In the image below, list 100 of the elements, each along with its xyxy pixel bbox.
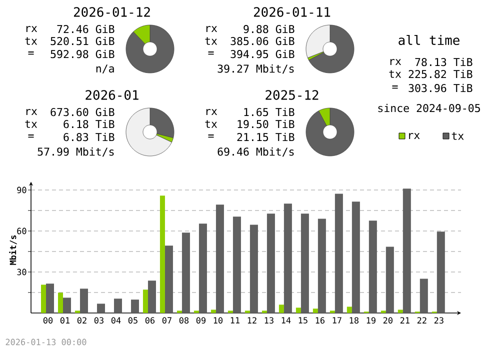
bar [436,232,445,313]
x-tick-label: 14 [282,317,291,324]
x-tick-label: 21 [400,317,410,324]
bar [182,232,190,313]
x-tick-label: 17 [332,317,342,324]
text: = [28,134,34,138]
bar [368,220,377,313]
bar [210,310,216,313]
x-tick-label: 18 [350,317,358,324]
bar [278,304,284,313]
chart-title: 2026-01-11 [254,7,330,17]
bar [142,290,148,313]
text: 78.13 TiB [415,58,472,66]
text: 385.06 GiB [230,36,294,46]
text: 69.46 Mbit/s [218,147,294,157]
chart-title: 2026-01 [86,90,138,100]
bar [96,304,105,313]
text: = [208,134,214,138]
text: rx [390,58,402,66]
bar [266,214,275,313]
y-tick-label: 30 [17,268,26,276]
bar [164,246,173,313]
bar [284,204,292,313]
bar [198,224,207,313]
bar [398,310,403,313]
bar [232,216,241,313]
text: rx [26,26,38,32]
text: 19.50 TiB [238,120,294,128]
text: 72.46 GiB [57,24,114,34]
bar [300,214,309,313]
text: 6.18 TiB [64,120,114,128]
bar [352,202,360,313]
bar [386,246,394,313]
x-tick-label: 10 [214,317,223,324]
x-tick-label: 23 [434,317,444,324]
x-tick-label: 02 [77,317,86,324]
x-tick-label: 20 [383,317,392,324]
text: since 2024-09-05 [378,104,480,112]
y-tick-label: 60 [17,228,26,234]
bar [148,280,156,313]
legend-label: rx [409,132,420,140]
text: 39.27 Mbit/s [218,64,294,74]
bar [420,278,428,313]
x-tick-label: 11 [230,317,240,324]
text: 394.95 GiB [230,50,294,58]
text: = [208,52,214,55]
text: rx [206,108,218,116]
x-tick-label: 04 [111,317,121,324]
x-tick-label: 16 [316,317,324,324]
x-tick-label: 09 [196,317,206,324]
y-axis-title: Mbit/s [9,235,17,265]
text: 1.65 TiB [244,108,294,116]
bar [41,284,46,313]
bar [58,292,63,313]
chart-title: 2026-01-12 [74,7,150,17]
text: tx [25,120,38,128]
bar [114,298,122,313]
bar [46,284,54,313]
x-tick-label: 06 [145,317,155,324]
bar [80,288,88,313]
y-tick-label: 90 [17,186,26,194]
x-tick-label: 07 [162,317,172,324]
bar [296,308,301,313]
bar [63,298,71,313]
x-tick-label: 19 [366,317,376,324]
x-tick-label: 08 [179,317,189,324]
bar [216,204,224,313]
text: 673.60 GiB [50,108,114,116]
text: tx [389,70,402,78]
text: tx [205,120,218,128]
bar [130,300,139,313]
bar [334,194,343,313]
bar [160,196,165,313]
bar [312,308,318,313]
text: 303.96 TiB [408,84,472,92]
text: tx [25,37,38,45]
bar [318,218,326,313]
text: 592.98 GiB [50,50,114,58]
x-tick-label: 05 [128,317,138,324]
x-tick-label: 22 [417,317,426,324]
text: 57.99 Mbit/s [38,147,114,157]
text: n/a [96,64,114,74]
text: 2026-01-13 00:00 [6,338,86,346]
text: 9.88 GiB [244,24,294,34]
bar [346,306,352,313]
text: = [28,52,34,55]
text: 6.83 TiB [64,132,114,142]
text: 225.82 TiB [408,70,472,78]
bar [402,188,411,313]
text: rx [206,26,218,32]
x-tick-label: 00 [43,317,53,324]
text: rx [26,108,38,116]
legend-label: tx [452,132,464,140]
text: tx [205,37,218,45]
text: 520.51 GiB [50,36,114,46]
bar [250,224,258,313]
chart-title: 2025-12 [266,90,318,100]
text: = [392,86,398,89]
x-tick-label: 01 [60,317,70,324]
text: 21.15 TiB [237,132,294,142]
